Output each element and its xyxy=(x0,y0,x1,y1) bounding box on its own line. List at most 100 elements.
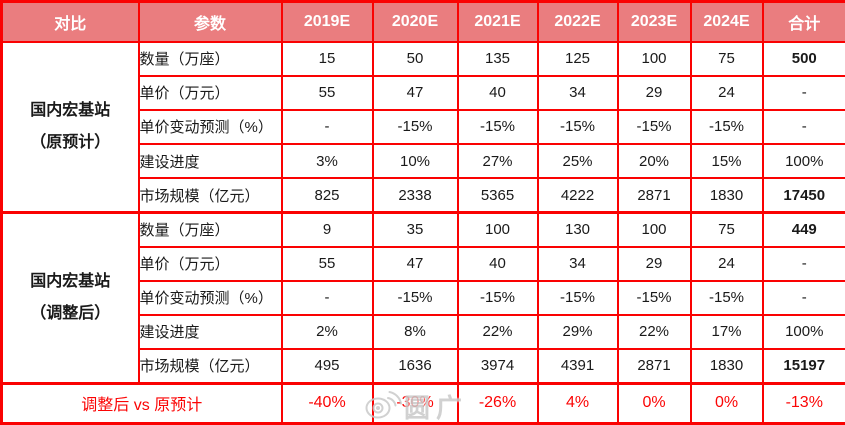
param-label: 单价（万元） xyxy=(137,74,283,111)
col-header-2019e: 2019E xyxy=(280,0,374,43)
value-cell: 55 xyxy=(280,74,374,111)
group-title: 国内宏基站 xyxy=(30,272,111,290)
value-cell: 10% xyxy=(371,143,459,180)
value-cell: -15% xyxy=(456,279,539,316)
value-cell: 1830 xyxy=(689,348,764,385)
value-cell: 50 xyxy=(371,40,459,77)
param-label: 市场规模（亿元） xyxy=(137,348,283,385)
value-cell: -15% xyxy=(689,108,764,146)
value-cell: 25% xyxy=(536,143,619,180)
value-cell: 22% xyxy=(616,313,692,351)
value-cell: 29 xyxy=(616,74,692,111)
value-cell: -15% xyxy=(616,108,692,146)
value-cell: 17% xyxy=(689,313,764,351)
value-cell: -15% xyxy=(456,108,539,146)
group-cell-adjusted-forecast: 国内宏基站 （调整后） xyxy=(0,210,140,385)
value-cell: 2% xyxy=(280,313,374,351)
group-cell-original-forecast: 国内宏基站 （原预计） xyxy=(0,40,140,214)
param-label: 数量（万座） xyxy=(137,210,283,248)
table-row: 国内宏基站 （原预计） 数量（万座） 15 50 135 125 100 75 … xyxy=(0,40,845,214)
col-header-parameter: 参数 xyxy=(137,0,283,43)
value-cell: 9 xyxy=(280,210,374,248)
header-row: 对比 参数 2019E 2020E 2021E 2022E 2023E 2024… xyxy=(0,0,845,43)
value-cell: -15% xyxy=(536,279,619,316)
value-cell: 47 xyxy=(371,245,459,282)
value-cell: 3% xyxy=(280,143,374,180)
table-row: 市场规模（亿元） 825 2338 5365 4222 2871 1830 17… xyxy=(2,177,845,214)
group-qualifier: （调整后） xyxy=(30,304,111,322)
value-cell: 130 xyxy=(536,210,619,248)
footer-value-cell: -13% xyxy=(761,381,845,425)
value-cell: -15% xyxy=(371,279,459,316)
value-cell: 4391 xyxy=(536,348,619,385)
footer-label: 调整后 vs 原预计 xyxy=(0,381,283,425)
value-cell: 75 xyxy=(689,210,764,248)
value-cell: -15% xyxy=(689,279,764,316)
value-cell: 29% xyxy=(536,313,619,351)
group-title: 国内宏基站 xyxy=(30,101,111,119)
value-cell: 1636 xyxy=(371,348,459,385)
param-label: 建设进度 xyxy=(137,143,283,180)
total-cell: 500 xyxy=(761,40,845,77)
value-cell: 135 xyxy=(456,40,539,77)
value-cell: 15% xyxy=(689,143,764,180)
value-cell: 35 xyxy=(371,210,459,248)
footer-row: 调整后 vs 原预计 -40% -30% -26% 4% 0% 0% -13% xyxy=(0,381,845,425)
value-cell: 34 xyxy=(536,245,619,282)
col-header-2021e: 2021E xyxy=(456,0,539,43)
total-cell: - xyxy=(761,245,845,282)
table-row: 单价变动预测（%） - -15% -15% -15% -15% -15% - xyxy=(2,279,845,316)
value-cell: 100 xyxy=(616,210,692,248)
value-cell: 1830 xyxy=(689,177,764,214)
value-cell: - xyxy=(280,108,374,146)
footer-value-cell: -40% xyxy=(280,381,374,425)
value-cell: 100 xyxy=(616,40,692,77)
value-cell: 24 xyxy=(689,74,764,111)
value-cell: 15 xyxy=(280,40,374,77)
group-qualifier: （原预计） xyxy=(30,133,111,151)
total-cell: 100% xyxy=(761,313,845,351)
table-row: 单价（万元） 55 47 40 34 29 24 - xyxy=(2,74,845,111)
value-cell: 495 xyxy=(280,348,374,385)
value-cell: 2871 xyxy=(616,348,692,385)
value-cell: 75 xyxy=(689,40,764,77)
value-cell: 40 xyxy=(456,245,539,282)
value-cell: 8% xyxy=(371,313,459,351)
footer-value-cell: -30% xyxy=(371,381,459,425)
value-cell: 29 xyxy=(616,245,692,282)
value-cell: 4222 xyxy=(536,177,619,214)
value-cell: -15% xyxy=(536,108,619,146)
col-header-compare: 对比 xyxy=(0,0,140,43)
table-row: 单价变动预测（%） - -15% -15% -15% -15% -15% - xyxy=(2,108,845,146)
footer-value-cell: -26% xyxy=(456,381,539,425)
value-cell: 22% xyxy=(456,313,539,351)
total-cell: - xyxy=(761,108,845,146)
footer-value-cell: 0% xyxy=(689,381,764,425)
value-cell: 20% xyxy=(616,143,692,180)
param-label: 单价（万元） xyxy=(137,245,283,282)
param-label: 单价变动预测（%） xyxy=(137,108,283,146)
total-cell: 15197 xyxy=(761,348,845,385)
value-cell: 100 xyxy=(456,210,539,248)
value-cell: 55 xyxy=(280,245,374,282)
footer-value-cell: 0% xyxy=(616,381,692,425)
total-cell: - xyxy=(761,74,845,111)
table-row: 市场规模（亿元） 495 1636 3974 4391 2871 1830 15… xyxy=(2,348,845,385)
footer-value-cell: 4% xyxy=(536,381,619,425)
param-label: 市场规模（亿元） xyxy=(137,177,283,214)
col-header-2023e: 2023E xyxy=(616,0,692,43)
param-label: 建设进度 xyxy=(137,313,283,351)
value-cell: 2871 xyxy=(616,177,692,214)
value-cell: 3974 xyxy=(456,348,539,385)
value-cell: 2338 xyxy=(371,177,459,214)
value-cell: 40 xyxy=(456,74,539,111)
total-cell: 449 xyxy=(761,210,845,248)
value-cell: -15% xyxy=(616,279,692,316)
col-header-total: 合计 xyxy=(761,0,845,43)
value-cell: 5365 xyxy=(456,177,539,214)
col-header-2022e: 2022E xyxy=(536,0,619,43)
value-cell: -15% xyxy=(371,108,459,146)
value-cell: 34 xyxy=(536,74,619,111)
